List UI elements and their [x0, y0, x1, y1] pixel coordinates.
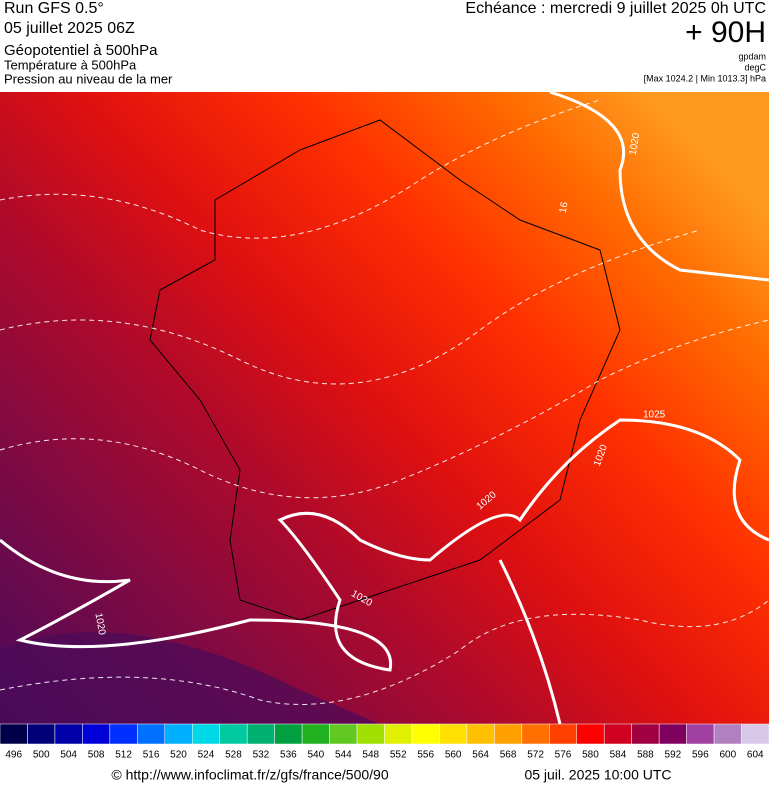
- colorbar-label: 572: [527, 750, 544, 761]
- cold-area: [0, 632, 380, 724]
- color-swatch: [658, 723, 687, 745]
- france-outline: [149, 119, 621, 621]
- color-swatch: [384, 723, 413, 745]
- color-swatch: [109, 723, 138, 745]
- color-swatch: [164, 723, 193, 745]
- run: Run GFS 0.5°: [4, 0, 104, 17]
- contour-label: 1020: [628, 132, 643, 156]
- colorbar-label: 604: [747, 750, 764, 761]
- colorbar-label: 568: [500, 750, 517, 761]
- colorbar-label: 512: [115, 750, 132, 761]
- footer-stamp: 05 juil. 2025 10:00 UTC: [524, 767, 671, 783]
- color-swatch: [439, 723, 468, 745]
- isobar: [549, 90, 769, 282]
- colorbar-label: 600: [719, 750, 736, 761]
- colorbar-label: 552: [390, 750, 407, 761]
- color-swatch: [192, 723, 220, 745]
- colorbar-label: 588: [637, 750, 654, 761]
- colorbar-label: 508: [88, 750, 105, 761]
- colorbar-label: 500: [33, 750, 50, 761]
- colorbar-label: 592: [665, 750, 682, 761]
- color-swatch: [686, 723, 715, 745]
- colorbar: 496 500 504 508 512 516 520 524 528 532 536 540 544 5…: [0, 723, 769, 761]
- colorbar-label: 524: [198, 750, 215, 761]
- color-swatch: [549, 723, 577, 745]
- colorbar-label: 504: [60, 750, 77, 761]
- run-date: 05 juillet 2025 06Z: [4, 20, 135, 37]
- color-swatch: [411, 723, 440, 745]
- colorbar-label: 596: [692, 750, 709, 761]
- color-swatch: [356, 723, 385, 745]
- color-swatch: [219, 723, 248, 745]
- contour-label: 1025: [643, 410, 666, 421]
- colorbar-label: 576: [555, 750, 572, 761]
- color-swatch: [82, 723, 111, 745]
- unit: degC: [744, 62, 766, 72]
- title: Géopotentiel à 500hPa: [4, 42, 158, 59]
- map: 1020 1020 1020 1020 1025 1020 16: [0, 90, 769, 725]
- colorbar-label: 528: [225, 750, 242, 761]
- unit: gpdam: [738, 51, 766, 61]
- color-swatch: [27, 723, 56, 745]
- isobar: [0, 418, 769, 672]
- color-swatch: [631, 723, 660, 745]
- subtitle: Pression au niveau de la mer: [4, 71, 173, 86]
- color-swatch: [603, 723, 632, 745]
- color-swatch: [301, 723, 330, 745]
- colorbar-label: 560: [445, 750, 462, 761]
- color-swatch: [521, 723, 550, 745]
- contour-label: 16: [558, 201, 571, 214]
- color-swatch: [329, 723, 358, 745]
- header: Run GFS 0.5° 05 juillet 2025 06Z Géopote…: [4, 0, 767, 86]
- color-swatch: [274, 723, 303, 745]
- color-swatch: [0, 723, 28, 745]
- color-swatch: [466, 723, 495, 745]
- colorbar-label: 520: [170, 750, 187, 761]
- contour-label: 1020: [92, 612, 107, 636]
- colorbar-label: 584: [610, 750, 627, 761]
- color-swatch: [713, 723, 742, 745]
- color-swatch: [494, 723, 523, 745]
- color-swatch: [137, 723, 166, 745]
- colorbar-label: 556: [417, 750, 434, 761]
- isobar: [498, 559, 562, 725]
- color-swatch: [54, 723, 83, 745]
- colorbar-label: 536: [280, 750, 297, 761]
- colorbar-label: 532: [253, 750, 270, 761]
- map-background: [0, 92, 769, 724]
- colorbar-label: 580: [582, 750, 599, 761]
- color-swatch: [741, 723, 769, 745]
- echeance: Echéance : mercredi 9 juillet 2025 0h UT…: [465, 0, 766, 17]
- colorbar-label: 540: [307, 750, 324, 761]
- colorbar-label: 496: [5, 750, 22, 761]
- colorbar-label: 564: [472, 750, 489, 761]
- colorbar-label: 516: [143, 750, 160, 761]
- color-swatch: [246, 723, 275, 745]
- subtitle: Température à 500hPa: [4, 57, 137, 72]
- colorbar-label: 544: [335, 750, 352, 761]
- footer-url: © http://www.infoclimat.fr/z/gfs/france/…: [111, 767, 388, 783]
- hour: + 90H: [685, 16, 766, 49]
- colorbar-label: 548: [362, 750, 379, 761]
- color-swatch: [576, 723, 605, 745]
- range: [Max 1024.2 | Min 1013.3] hPa: [644, 73, 766, 83]
